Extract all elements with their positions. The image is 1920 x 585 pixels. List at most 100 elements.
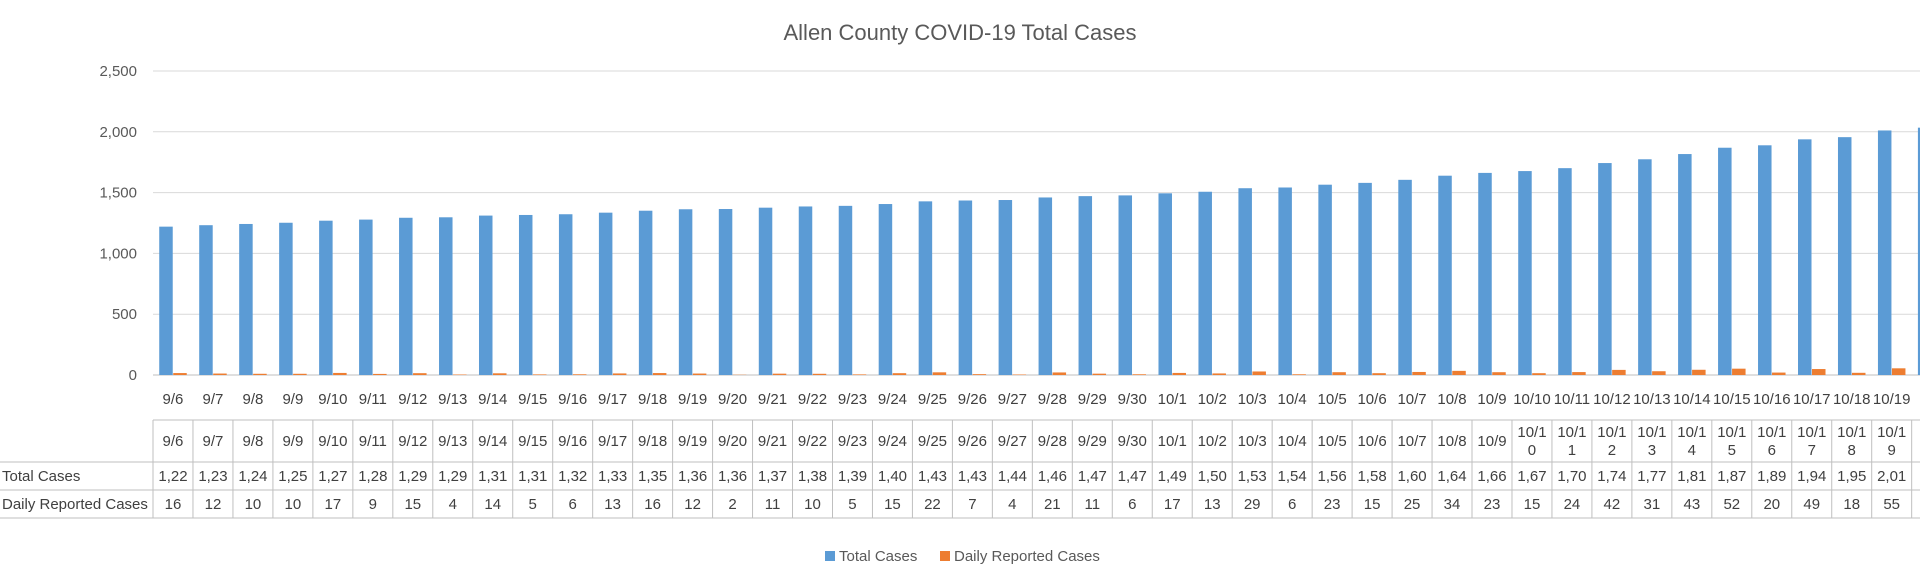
table-cell: 1,36 — [678, 468, 707, 485]
table-cell: 1,22 — [158, 468, 187, 485]
bar-daily-reported-cases — [1652, 371, 1666, 375]
bar-daily-reported-cases — [1452, 370, 1466, 375]
table-header-cell: 10/1 4 — [1677, 424, 1706, 459]
table-header-cell: 10/1 2 — [1597, 424, 1626, 459]
table-cell: 1,89 — [1757, 468, 1786, 485]
x-tick-label: 10/11 — [1554, 391, 1590, 408]
x-tick-label: 9/16 — [558, 391, 587, 408]
table-cell: 1,60 — [1397, 468, 1426, 485]
table-header-cell: 10/3 — [1238, 433, 1267, 450]
bar-daily-reported-cases — [612, 373, 627, 375]
table-cell: 1,44 — [998, 468, 1027, 485]
table-cell: 1,47 — [1078, 468, 1107, 485]
table-header-cell: 9/24 — [878, 433, 907, 450]
x-tick-label: 9/14 — [478, 391, 507, 408]
table-header-cell: 9/30 — [1118, 433, 1147, 450]
table-header-cell: 9/17 — [598, 433, 627, 450]
table-cell: 4 — [1008, 496, 1016, 513]
bar-total-cases — [1798, 139, 1812, 375]
table-cell: 1,53 — [1238, 468, 1267, 485]
table-cell: 1,81 — [1677, 468, 1706, 485]
table-cell: 12 — [684, 496, 701, 513]
table-cell: 11 — [765, 496, 781, 513]
table-cell: 13 — [1204, 496, 1221, 513]
table-header-cell: 10/1 6 — [1757, 424, 1786, 459]
bar-total-cases — [359, 219, 373, 375]
data-table: 9/6 9/7 9/8 9/9 9/10 9/11 9/12 9/13 9/14 9/15 9/16… — [0, 419, 1920, 519]
bar-total-cases — [958, 200, 973, 375]
x-tick-label: 9/27 — [998, 391, 1027, 408]
table-header-cell: 10/9 — [1477, 433, 1506, 450]
table-cell: 23 — [1484, 496, 1501, 513]
table-cell: 55 — [1883, 496, 1900, 513]
table-cell: 5 — [529, 496, 537, 513]
x-tick-label: 9/10 — [318, 391, 347, 408]
table-cell: 1,67 — [1517, 468, 1546, 485]
bar-daily-reported-cases — [1492, 372, 1506, 375]
x-tick-label: 10/6 — [1357, 391, 1386, 408]
table-header-cell: 9/22 — [798, 433, 827, 450]
table-cell: 2,01 — [1877, 468, 1906, 485]
table-cell: 17 — [325, 496, 342, 513]
legend: Total Cases Daily Reported Cases — [825, 548, 1100, 565]
x-tick-label: 9/19 — [678, 391, 707, 408]
bar-daily-reported-cases — [1851, 372, 1866, 375]
table-cell: 1,95 — [1837, 468, 1866, 485]
bar-total-cases — [1238, 188, 1252, 375]
bar-total-cases — [518, 214, 533, 375]
table-cell: 1,29 — [398, 468, 427, 485]
bar-daily-reported-cases — [772, 373, 787, 375]
table-row-label: Total Cases — [2, 468, 80, 485]
bar-total-cases — [1877, 130, 1892, 375]
table-header-cell: 9/8 — [242, 433, 263, 450]
table-header-cell: 9/23 — [838, 433, 867, 450]
table-header-cell: 9/25 — [918, 433, 947, 450]
bar-daily-reported-cases — [1612, 369, 1626, 375]
bar-total-cases — [1118, 195, 1133, 375]
bar-total-cases — [1638, 159, 1652, 375]
legend-label: Total Cases — [839, 548, 917, 565]
table-header-cell: 10/1 7 — [1797, 424, 1826, 459]
x-tick-label: 10/15 — [1713, 391, 1751, 408]
table-cell: 1,50 — [1198, 468, 1227, 485]
x-tick-label: 9/28 — [1038, 391, 1067, 408]
bar-daily-reported-cases — [1572, 372, 1586, 375]
table-cell: 9 — [369, 496, 377, 513]
table-cell: 43 — [1684, 496, 1701, 513]
plot-area — [159, 127, 1920, 375]
x-tick-label: 9/12 — [398, 391, 427, 408]
table-cell: 1,74 — [1597, 468, 1626, 485]
bar-total-cases — [1318, 184, 1332, 375]
x-tick-label: 10/12 — [1593, 391, 1631, 408]
x-tick-label: 9/23 — [838, 391, 867, 408]
table-header-cell: 9/20 — [718, 433, 747, 450]
bar-total-cases — [1038, 197, 1053, 375]
table-cell: 1,39 — [838, 468, 867, 485]
bar-daily-reported-cases — [492, 373, 507, 375]
legend-swatch — [825, 551, 835, 561]
bar-total-cases — [1158, 193, 1172, 375]
table-cell: 52 — [1723, 496, 1740, 513]
bar-daily-reported-cases — [1372, 373, 1386, 375]
x-tick-label: 10/8 — [1437, 391, 1466, 408]
bar-daily-reported-cases — [1732, 368, 1746, 375]
bar-total-cases — [1198, 191, 1212, 375]
table-cell: 15 — [404, 496, 421, 513]
x-tick-label: 10/4 — [1278, 391, 1307, 408]
table-header-cell: 10/1 5 — [1717, 424, 1746, 459]
bar-total-cases — [1758, 145, 1772, 375]
table-cell: 17 — [1164, 496, 1181, 513]
table-header-cell: 9/29 — [1078, 433, 1107, 450]
y-tick-label: 1,000 — [99, 245, 137, 262]
table-cell: 1,46 — [1038, 468, 1067, 485]
x-tick-label: 9/6 — [163, 391, 184, 408]
bar-daily-reported-cases — [932, 372, 947, 375]
bar-daily-reported-cases — [1332, 372, 1346, 375]
bar-total-cases — [878, 204, 893, 375]
table-cell: 11 — [1085, 496, 1101, 513]
bar-daily-reported-cases — [812, 373, 827, 375]
x-tick-label: 10/7 — [1397, 391, 1426, 408]
bar-daily-reported-cases — [1252, 371, 1266, 375]
table-cell: 10 — [804, 496, 821, 513]
